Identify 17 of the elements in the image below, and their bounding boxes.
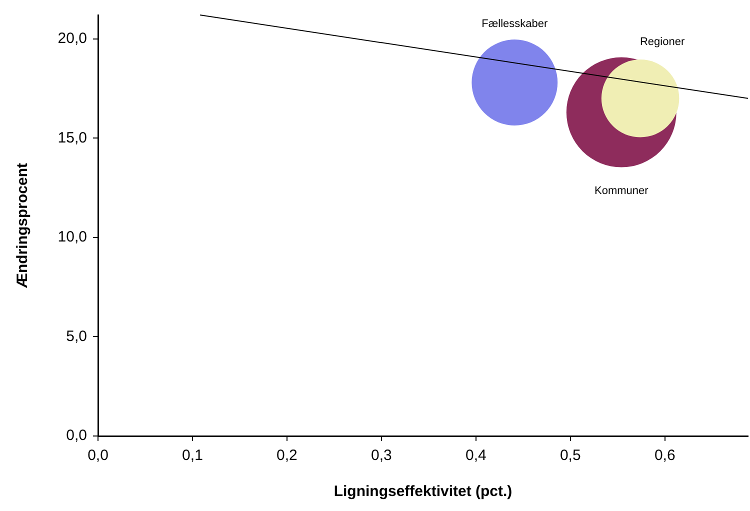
y-tick-label: 0,0 <box>66 427 87 444</box>
y-tick-label: 10,0 <box>58 228 87 246</box>
x-tick-label: 0,4 <box>465 447 486 464</box>
x-tick-label: 0,0 <box>88 447 108 464</box>
y-tick-label: 5,0 <box>66 328 87 345</box>
x-tick-label: 0,3 <box>371 447 392 464</box>
y-tick-label: 15,0 <box>58 129 87 146</box>
y-axis-title: Ændringsprocent <box>14 162 32 288</box>
x-tick-label: 0,6 <box>654 447 676 464</box>
series-label: Fællesskaber <box>482 18 548 30</box>
x-tick-label: 0,2 <box>276 447 298 464</box>
x-axis-title: Ligningseffektivitet (pct.) <box>334 483 512 500</box>
y-tick-label: 20,0 <box>58 30 87 47</box>
x-tick-label: 0,5 <box>560 447 581 464</box>
series-label: Regioner <box>640 36 685 48</box>
text: Kommuner <box>594 184 649 197</box>
x-tick-label: 0,1 <box>182 447 203 464</box>
